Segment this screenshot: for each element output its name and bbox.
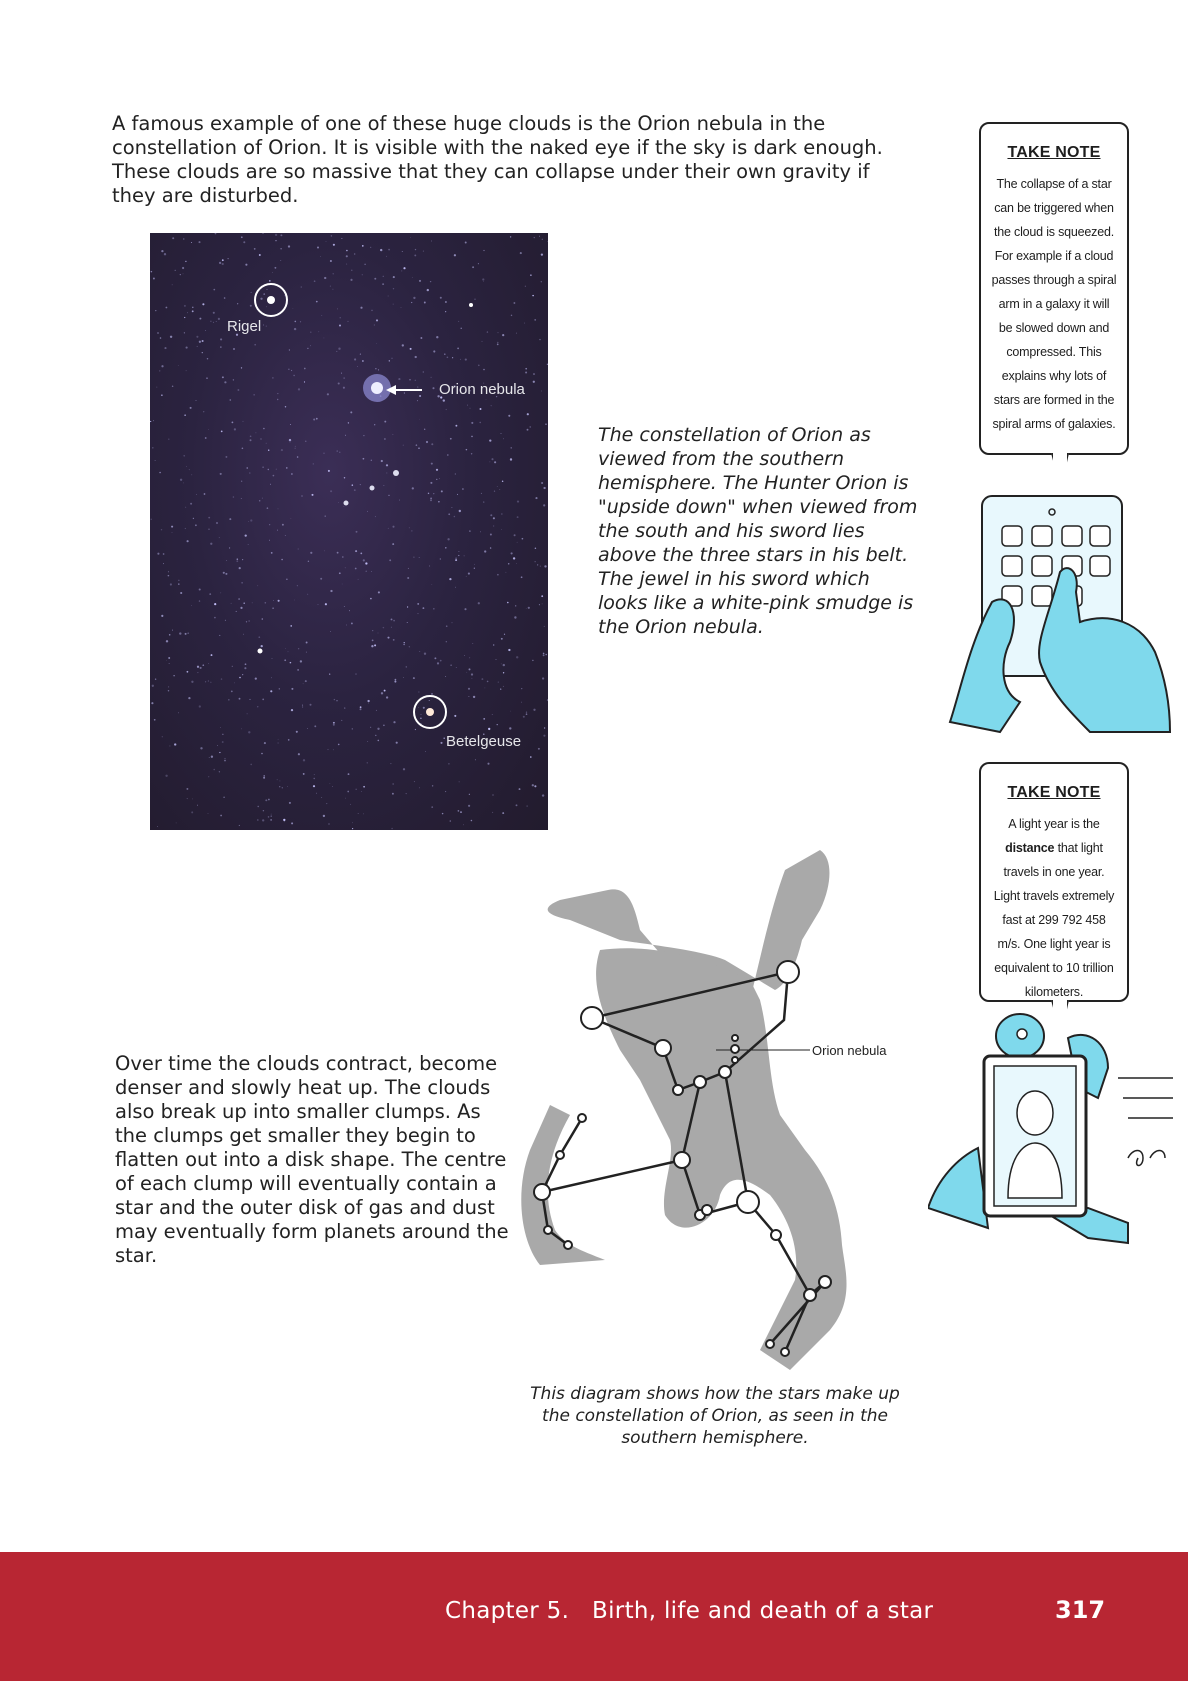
take-note-title: TAKE NOTE bbox=[1007, 144, 1101, 161]
page-number: 317 bbox=[1055, 1596, 1106, 1624]
take-note-box: TAKE NOTE The collapse of a star can be … bbox=[979, 122, 1129, 455]
take-note-body: A light year is the distance that light … bbox=[993, 817, 1115, 999]
orion-photo: Rigel Orion nebula Betelgeuse bbox=[150, 233, 548, 830]
label-rigel: Rigel bbox=[227, 318, 262, 335]
take-note-body: The collapse of a star can be triggered … bbox=[991, 177, 1117, 431]
label-betelgeuse: Betelgeuse bbox=[446, 733, 522, 750]
star-field bbox=[150, 233, 548, 830]
label-orion-nebula: Orion nebula bbox=[439, 381, 525, 398]
take-note-box: TAKE NOTE A light year is the distance t… bbox=[979, 762, 1129, 1002]
page-footer: Chapter 5. Birth, life and death of a st… bbox=[0, 1552, 1188, 1681]
intro-paragraph: A famous example of one of these huge cl… bbox=[112, 112, 883, 207]
tablet-illustration bbox=[948, 495, 1172, 734]
chapter-title: Chapter 5. Birth, life and death of a st… bbox=[445, 1598, 934, 1624]
robot-frame-illustration bbox=[928, 1013, 1173, 1245]
orion-constellation-diagram: Orion nebula bbox=[521, 850, 887, 1370]
hunter-silhouette bbox=[521, 850, 847, 1370]
clouds-paragraph: Over time the clouds contract, become de… bbox=[115, 1052, 509, 1267]
diagram-label-orion-nebula: Orion nebula bbox=[812, 1043, 887, 1058]
diagram-caption: This diagram shows how the stars make up… bbox=[530, 1384, 900, 1448]
take-note-title: TAKE NOTE bbox=[1007, 784, 1101, 801]
photo-caption: The constellation of Orion as viewed fro… bbox=[598, 424, 918, 638]
constellation-stars bbox=[533, 960, 832, 1357]
